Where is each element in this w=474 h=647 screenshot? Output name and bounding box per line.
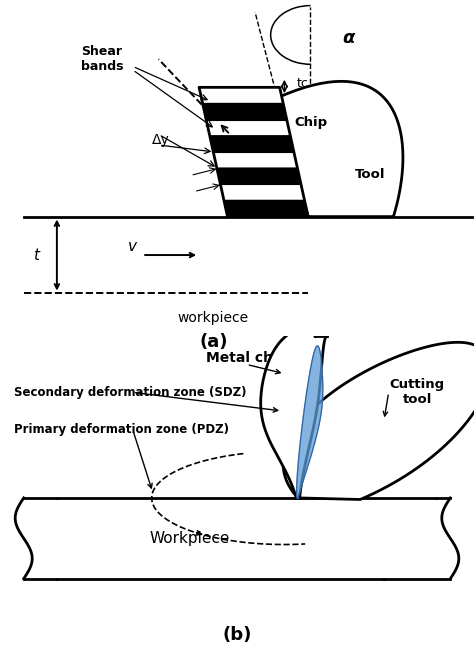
Polygon shape	[283, 342, 474, 499]
Text: v: v	[128, 239, 137, 254]
Text: Primary deformation zone (PDZ): Primary deformation zone (PDZ)	[14, 423, 229, 436]
Polygon shape	[277, 82, 403, 217]
Text: Secondary deformation zone (SDZ): Secondary deformation zone (SDZ)	[14, 386, 247, 399]
Polygon shape	[297, 346, 323, 499]
Polygon shape	[217, 168, 301, 184]
Text: workpiece: workpiece	[178, 311, 249, 325]
Text: Cutting
tool: Cutting tool	[390, 378, 445, 406]
Text: t: t	[33, 248, 38, 263]
Polygon shape	[224, 201, 308, 217]
Polygon shape	[203, 104, 287, 120]
Text: Δy: Δy	[152, 133, 170, 147]
Polygon shape	[15, 498, 459, 578]
Text: Chip: Chip	[294, 116, 327, 129]
Polygon shape	[210, 136, 294, 152]
Text: (b): (b)	[222, 626, 252, 644]
Text: Metal chip: Metal chip	[206, 351, 287, 365]
Text: α: α	[342, 29, 355, 47]
Polygon shape	[199, 87, 308, 217]
Text: Workpiece: Workpiece	[149, 531, 230, 546]
Polygon shape	[261, 327, 327, 498]
Text: (a): (a)	[199, 333, 228, 351]
Text: tc: tc	[296, 78, 308, 91]
Text: Shear
bands: Shear bands	[81, 45, 123, 73]
Text: Tool: Tool	[355, 168, 385, 181]
